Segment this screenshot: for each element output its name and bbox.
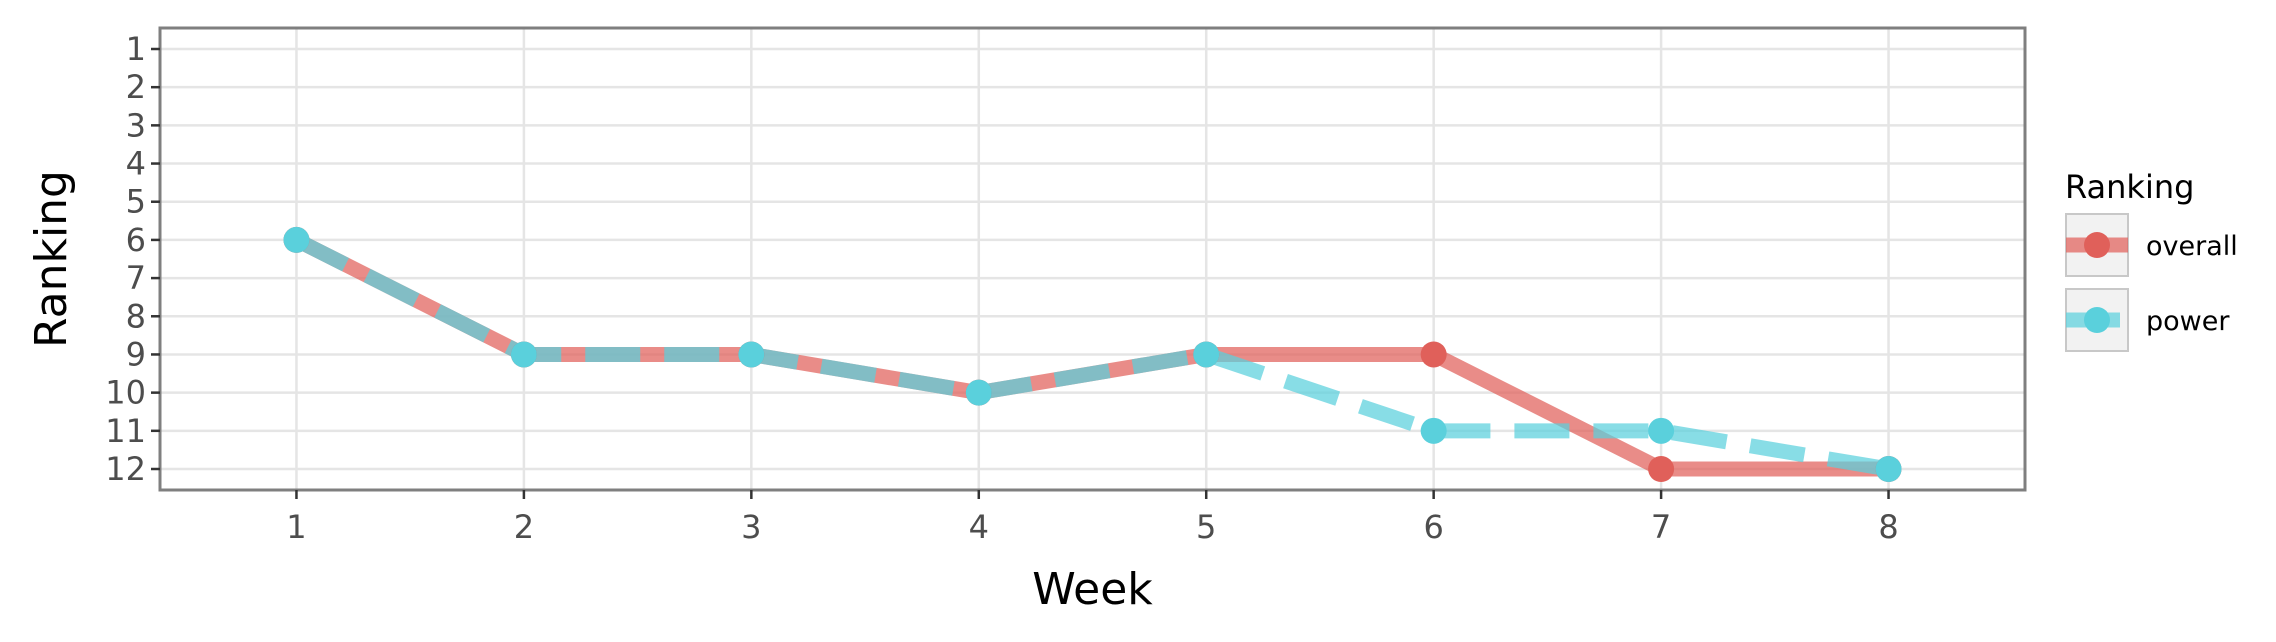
- y-axis-title: Ranking: [26, 170, 77, 348]
- y-tick-label: 4: [126, 145, 146, 183]
- legend-label-overall: overall: [2146, 231, 2238, 262]
- x-tick-label: 2: [514, 508, 534, 546]
- x-tick-label: 5: [1196, 508, 1216, 546]
- x-tick-label: 7: [1651, 508, 1671, 546]
- y-tick-label: 10: [105, 374, 146, 412]
- data-point-overall: [1420, 341, 1447, 368]
- data-point-power: [965, 379, 992, 406]
- legend-marker-power: [2084, 307, 2110, 333]
- legend-label-power: power: [2146, 306, 2230, 337]
- y-tick-label: 2: [126, 68, 146, 106]
- y-tick-label: 1: [126, 30, 146, 68]
- data-point-overall: [1648, 456, 1675, 482]
- x-tick-label: 8: [1878, 508, 1898, 546]
- x-axis-ticks: 1 2 3 4 5 6 7 8: [286, 490, 1899, 546]
- y-tick-label: 8: [126, 297, 146, 335]
- legend-title: Ranking: [2065, 168, 2194, 206]
- data-point-power: [1648, 417, 1675, 444]
- data-point-power: [738, 341, 765, 368]
- series-lines: [293, 233, 1890, 477]
- data-point-power: [1420, 417, 1447, 444]
- data-point-power: [283, 226, 310, 253]
- x-tick-label: 3: [741, 508, 761, 546]
- data-point-power: [1193, 341, 1220, 368]
- data-point-power: [510, 341, 537, 368]
- x-axis-title: Week: [1032, 564, 1153, 615]
- y-tick-label: 11: [105, 412, 146, 450]
- x-tick-label: 6: [1423, 508, 1443, 546]
- y-tick-label: 5: [126, 183, 146, 221]
- y-tick-label: 12: [105, 450, 146, 488]
- y-tick-label: 9: [126, 335, 146, 373]
- legend-marker-overall: [2084, 232, 2110, 258]
- grid-lines: [160, 28, 2025, 490]
- y-tick-label: 3: [126, 106, 146, 144]
- data-points: [283, 226, 1902, 482]
- data-point-power: [1875, 456, 1902, 482]
- legend: Ranking overall power: [2065, 168, 2238, 352]
- y-tick-label: 7: [126, 259, 146, 297]
- x-tick-label: 4: [969, 508, 989, 546]
- y-tick-label: 6: [126, 221, 146, 259]
- plot-panel-border: [158, 26, 2027, 492]
- series-line-power: [293, 233, 1890, 477]
- x-tick-label: 1: [286, 508, 306, 546]
